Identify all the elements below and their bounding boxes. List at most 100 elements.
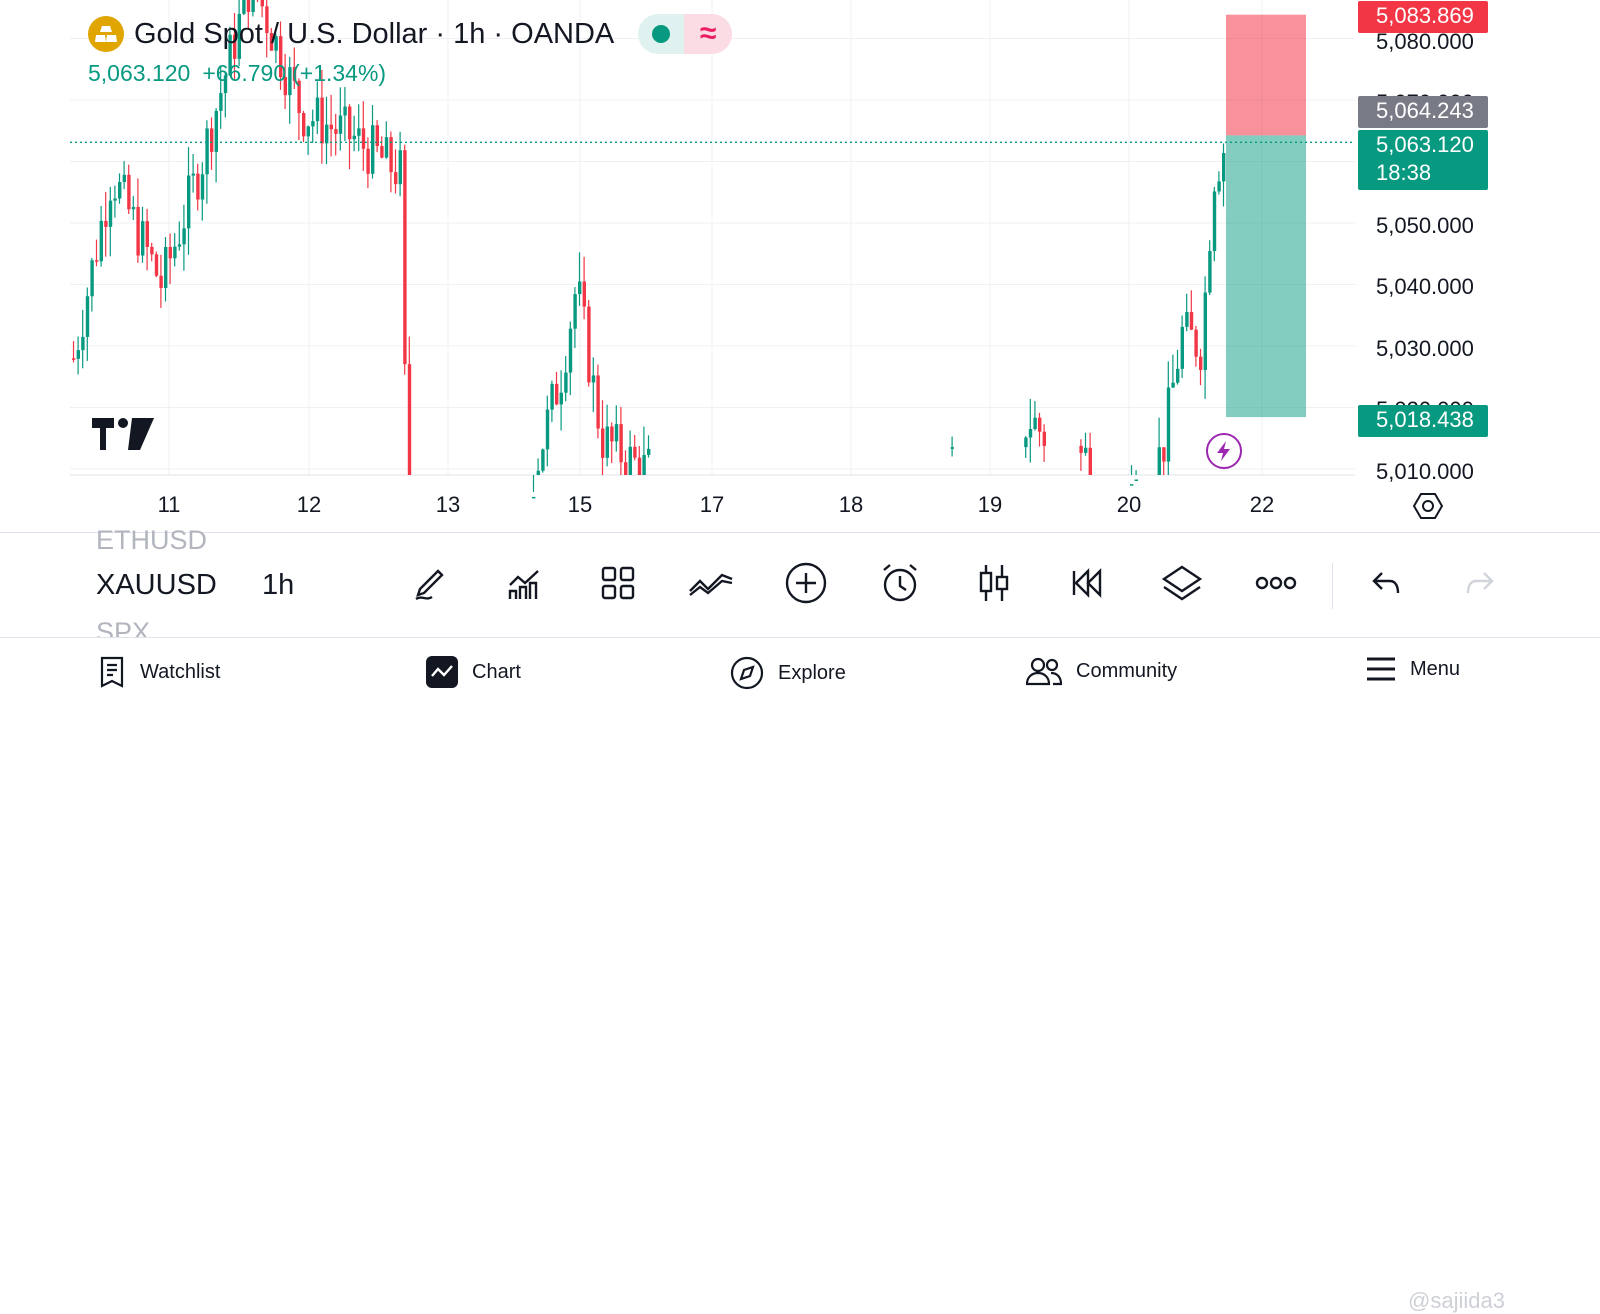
stop-loss-price-tag: 5,018.438: [1358, 405, 1488, 437]
time-axis-label: 12: [296, 492, 322, 517]
redo-icon[interactable]: [1456, 559, 1504, 607]
candle-body: [1189, 312, 1194, 330]
tradingview-logo: [92, 418, 154, 455]
nav-watchlist[interactable]: Watchlist: [98, 656, 220, 688]
candle-body: [1162, 447, 1166, 462]
candle-body: [1134, 479, 1138, 481]
layers-icon[interactable]: [1158, 559, 1206, 607]
nav-explore[interactable]: Explore: [730, 656, 846, 690]
chart-settings-icon[interactable]: [1412, 490, 1444, 527]
candle-body: [389, 137, 393, 173]
candle-body: [288, 67, 292, 96]
next-symbol[interactable]: SPX: [96, 617, 151, 637]
alert-icon[interactable]: [876, 559, 924, 607]
candle-body: [122, 174, 126, 182]
price-scale-label: 5,050.000: [1376, 213, 1474, 238]
candle-body: [582, 281, 586, 307]
symbol-title[interactable]: Gold Spot / U.S. Dollar · 1h · OANDA: [134, 17, 615, 50]
candle-body: [274, 36, 278, 51]
candle-body: [375, 125, 379, 147]
candle-body: [591, 375, 596, 383]
time-axis-label: 13: [435, 492, 461, 517]
time-axis-label: 15: [567, 492, 593, 517]
pencil-icon[interactable]: [406, 559, 454, 607]
more-icon[interactable]: [1252, 559, 1300, 607]
market-status-pill[interactable]: ≈: [638, 14, 733, 54]
prev-symbol[interactable]: ETHUSD: [96, 525, 208, 553]
price-chart[interactable]: [0, 0, 1600, 530]
candle-body: [1079, 445, 1083, 453]
candle-body: [1171, 382, 1175, 388]
candle-body: [610, 426, 614, 442]
candle-body: [642, 454, 646, 475]
candle-body: [136, 206, 140, 256]
candle-body: [361, 128, 366, 149]
candle-body: [596, 375, 600, 429]
candle-body: [1024, 437, 1028, 448]
add-icon[interactable]: [782, 559, 830, 607]
candle-body: [1212, 191, 1217, 252]
candle-body: [265, 6, 269, 34]
candle-body: [150, 246, 154, 255]
candle-body: [398, 150, 402, 185]
candle-body: [1203, 292, 1207, 370]
compare-icon[interactable]: [688, 559, 736, 607]
candle-body: [578, 281, 582, 295]
chart-icon: [426, 656, 458, 688]
templates-icon[interactable]: [594, 559, 642, 607]
nav-chart[interactable]: Chart: [426, 656, 521, 688]
symbol-header[interactable]: Gold Spot / U.S. Dollar · 1h · OANDA ≈: [88, 14, 733, 54]
undo-icon[interactable]: [1362, 559, 1410, 607]
lightning-icon[interactable]: [1206, 433, 1242, 469]
candle-body: [145, 221, 149, 247]
toolbar-divider: [1332, 563, 1333, 609]
candle-body: [647, 448, 651, 455]
candle-body: [260, 0, 264, 7]
nav-menu[interactable]: Menu: [1366, 656, 1460, 682]
candles-icon[interactable]: [970, 559, 1018, 607]
nav-menu-label: Menu: [1410, 657, 1461, 680]
candle-body: [99, 220, 103, 262]
last-price: 5,063.120: [88, 60, 191, 86]
replay-icon[interactable]: [1064, 559, 1112, 607]
candle-body: [205, 128, 209, 175]
candle-body: [306, 126, 310, 137]
candle-body: [210, 128, 214, 152]
candle-body: [624, 462, 628, 475]
chart-area[interactable]: Gold Spot / U.S. Dollar · 1h · OANDA ≈ 5…: [0, 0, 1600, 530]
candle-body: [90, 260, 94, 297]
candle-body: [214, 110, 218, 152]
candle-body: [536, 470, 540, 475]
candle-body: [334, 129, 338, 134]
candle-body: [177, 244, 182, 247]
symbol-selector[interactable]: XAUUSD: [96, 569, 217, 601]
candle-body: [154, 254, 159, 276]
candle-body: [168, 247, 172, 259]
candle-body: [628, 446, 632, 475]
price-scale-label: 5,040.000: [1376, 274, 1474, 299]
candle-body: [182, 228, 186, 245]
candle-body: [573, 294, 577, 329]
nav-community-label: Community: [1076, 659, 1178, 682]
nav-explore-label: Explore: [778, 661, 846, 684]
take-profit-price-tag: 5,083.869: [1358, 1, 1488, 33]
current-price-tag: 5,063.120 18:38: [1358, 130, 1488, 190]
candle-body: [81, 336, 85, 351]
candle-body: [104, 220, 108, 227]
candle-body: [95, 260, 99, 262]
indicators-icon[interactable]: [500, 559, 548, 607]
candle-body: [113, 198, 117, 201]
data-delay-icon: ≈: [684, 14, 733, 54]
candle-body: [72, 358, 76, 360]
candle-body: [223, 75, 228, 94]
candle-body: [371, 125, 375, 174]
timeframe-selector[interactable]: 1h: [262, 569, 295, 601]
time-axis-label: 20: [1116, 492, 1142, 517]
candle-body: [1208, 251, 1212, 293]
entry-price-tag: 5,064.243: [1358, 96, 1488, 128]
candle-body: [357, 128, 361, 136]
nav-community[interactable]: Community: [1026, 656, 1177, 686]
quote-line: 5,063.120 +66.790 (+1.34%): [88, 60, 386, 87]
candle-body: [127, 174, 131, 210]
candle-body: [85, 296, 90, 337]
